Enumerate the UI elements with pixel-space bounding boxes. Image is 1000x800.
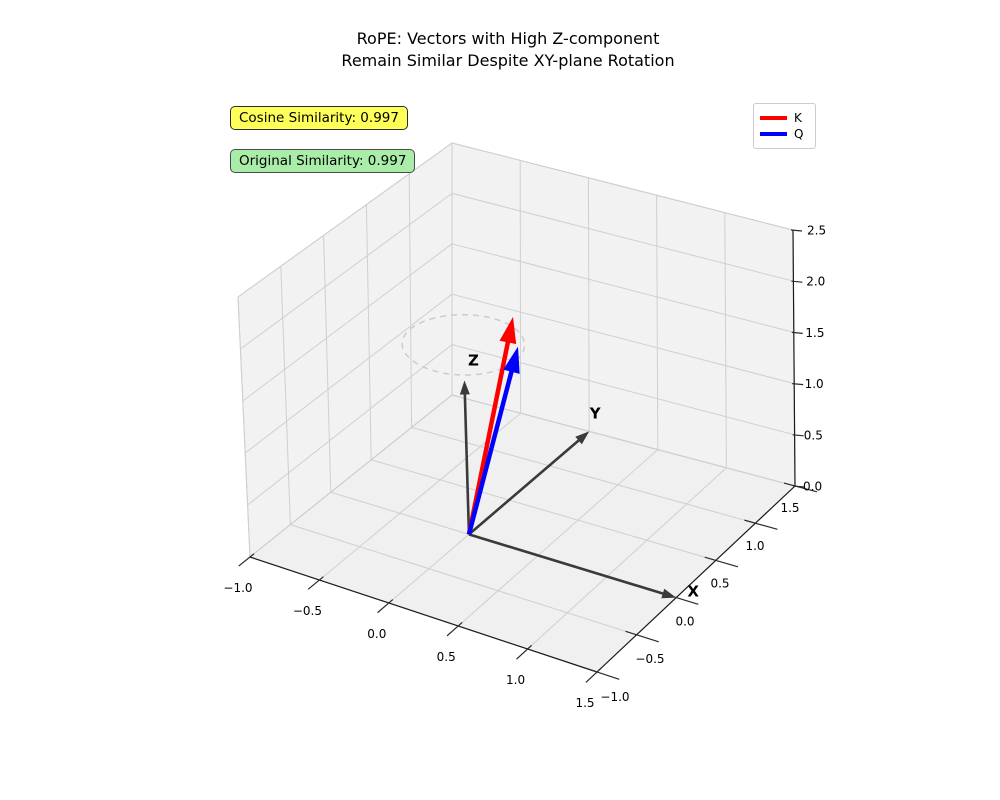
legend-swatch-q — [760, 132, 787, 136]
plot-title-line1: RoPE: Vectors with High Z-component — [356, 29, 660, 48]
legend: K Q — [753, 103, 816, 149]
x-tick-label: 1.5 — [575, 696, 594, 710]
y-tick-label: 1.5 — [780, 501, 799, 515]
z-tick-label: 1.0 — [805, 377, 824, 391]
z-axis-label: Z — [468, 351, 479, 369]
z-tick-label: 2.5 — [807, 224, 826, 238]
y-tick-label: 0.0 — [675, 614, 694, 628]
legend-label-q: Q — [794, 127, 804, 141]
axis-spines — [249, 229, 796, 673]
x-tick-label: 1.0 — [506, 673, 525, 687]
z-axis-arrow: Z — [459, 351, 479, 535]
z-tick-label: 0.5 — [804, 428, 823, 442]
x-tick-label: 0.5 — [437, 650, 456, 664]
legend-entry-q: Q — [760, 126, 811, 142]
x-tick-label: −0.5 — [293, 604, 322, 618]
legend-swatch-k — [760, 116, 787, 120]
x-tick-label: 0.0 — [367, 627, 386, 641]
legend-entry-k: K — [760, 110, 811, 126]
x-axis-arrow: X — [468, 533, 699, 601]
z-tick-label: 2.0 — [806, 275, 825, 289]
cosine-similarity-box: Cosine Similarity: 0.997 — [230, 106, 408, 130]
y-tick-labels: −1.0 −0.5 0.0 0.5 1.0 1.5 — [600, 501, 799, 704]
y-tick-label: 1.0 — [745, 539, 764, 553]
z-tick-label: 1.5 — [805, 326, 824, 340]
y-tick-label: −1.0 — [600, 690, 629, 704]
x-tick-label: −1.0 — [223, 581, 252, 595]
x-tick-labels: −1.0 −0.5 0.0 0.5 1.0 1.5 — [223, 581, 594, 710]
legend-label-k: K — [794, 111, 802, 125]
z-tick-label: 0.0 — [803, 480, 822, 494]
plot-title-line2: Remain Similar Despite XY-plane Rotation — [341, 51, 675, 70]
rotation-circle — [401, 313, 526, 376]
y-axis-arrow: Y — [468, 404, 602, 536]
q-vector-arrow — [466, 346, 520, 535]
plot-title: RoPE: Vectors with High Z-component Rema… — [341, 28, 674, 72]
tick-marks — [238, 229, 818, 683]
y-axis-label: Y — [589, 404, 602, 422]
x-axis-label: X — [687, 583, 699, 601]
y-tick-label: −0.5 — [635, 652, 664, 666]
panes — [237, 142, 796, 673]
y-tick-label: 0.5 — [710, 577, 729, 591]
original-similarity-box: Original Similarity: 0.997 — [230, 149, 416, 173]
z-tick-labels: 0.0 0.5 1.0 1.5 2.0 2.5 — [803, 224, 826, 494]
